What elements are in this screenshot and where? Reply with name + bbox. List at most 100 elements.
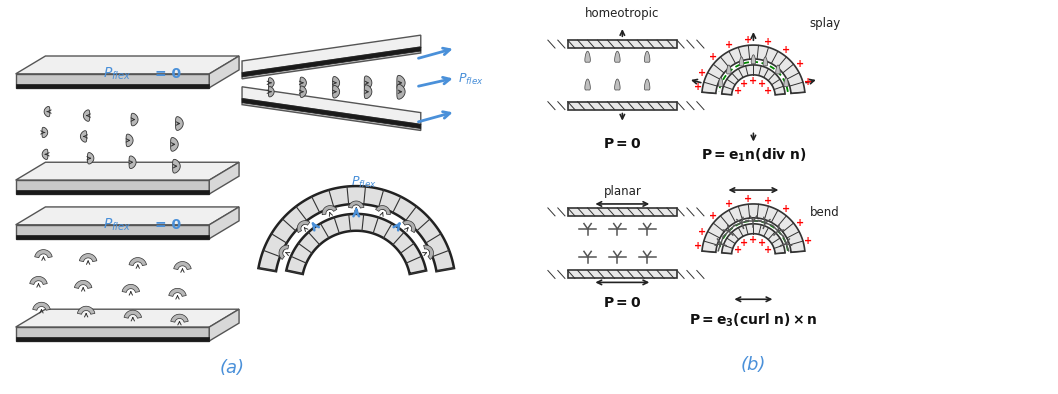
Polygon shape [397, 84, 405, 99]
Polygon shape [168, 288, 186, 296]
Polygon shape [44, 106, 50, 117]
Text: +: + [709, 210, 717, 221]
Polygon shape [16, 190, 209, 194]
Polygon shape [722, 224, 785, 254]
Text: +: + [796, 218, 804, 228]
Polygon shape [364, 85, 371, 98]
Polygon shape [16, 56, 239, 74]
Polygon shape [209, 207, 239, 239]
Text: $\mathit{P}_{flex}$: $\mathit{P}_{flex}$ [103, 217, 131, 233]
Polygon shape [403, 221, 416, 232]
Polygon shape [242, 35, 421, 73]
Text: +: + [764, 37, 772, 47]
Polygon shape [242, 99, 421, 128]
Polygon shape [258, 186, 454, 271]
Polygon shape [585, 51, 590, 62]
Polygon shape [348, 201, 364, 208]
Polygon shape [16, 162, 239, 180]
Polygon shape [279, 245, 289, 260]
Text: +: + [782, 45, 790, 55]
Text: $\mathbf{P = e_3(curl\ n) \times n}$: $\mathbf{P = e_3(curl\ n) \times n}$ [689, 311, 818, 329]
Polygon shape [727, 65, 731, 74]
Text: $\mathit{P}_{flex}$: $\mathit{P}_{flex}$ [103, 66, 131, 82]
Polygon shape [74, 281, 92, 288]
Polygon shape [16, 180, 209, 194]
Polygon shape [42, 127, 48, 138]
Text: splay: splay [809, 17, 840, 30]
Text: homeotropic: homeotropic [585, 7, 659, 20]
Polygon shape [644, 79, 650, 90]
Polygon shape [332, 76, 340, 89]
Polygon shape [209, 162, 239, 194]
Text: +: + [694, 82, 701, 92]
Polygon shape [376, 206, 390, 215]
Polygon shape [174, 262, 191, 269]
Polygon shape [242, 47, 421, 79]
Text: +: + [734, 86, 743, 96]
Polygon shape [77, 306, 95, 314]
Text: +: + [764, 196, 772, 206]
Text: $\mathit{P}_{flex}$: $\mathit{P}_{flex}$ [351, 175, 377, 190]
Text: $\mathbf{P = e_1 n(div\ n)}$: $\mathbf{P = e_1 n(div\ n)}$ [700, 146, 806, 164]
Polygon shape [16, 207, 239, 225]
Polygon shape [269, 87, 274, 97]
Text: +: + [734, 245, 743, 255]
Polygon shape [122, 284, 140, 292]
Text: = 0: = 0 [154, 218, 181, 232]
Polygon shape [16, 337, 209, 341]
Text: +: + [745, 35, 752, 45]
Text: +: + [741, 238, 748, 247]
Text: bend: bend [810, 206, 840, 219]
Polygon shape [16, 327, 209, 341]
Text: $\mathit{P}_{flex}$: $\mathit{P}_{flex}$ [457, 72, 484, 87]
Text: +: + [745, 194, 752, 204]
Polygon shape [170, 138, 178, 151]
Text: +: + [709, 52, 717, 62]
Polygon shape [585, 79, 590, 90]
Polygon shape [209, 309, 239, 341]
Text: +: + [726, 41, 733, 50]
Text: +: + [698, 68, 706, 78]
Polygon shape [242, 47, 421, 77]
Polygon shape [209, 56, 239, 88]
Text: +: + [796, 59, 804, 69]
Polygon shape [300, 86, 307, 97]
Text: +: + [694, 241, 701, 251]
Polygon shape [568, 40, 677, 48]
Text: +: + [764, 86, 772, 96]
Text: +: + [698, 227, 706, 237]
Polygon shape [568, 208, 677, 216]
Polygon shape [269, 78, 274, 88]
Polygon shape [16, 74, 209, 88]
Polygon shape [332, 85, 340, 98]
Polygon shape [751, 55, 755, 64]
Polygon shape [287, 214, 426, 274]
Text: +: + [759, 238, 767, 247]
Text: +: + [726, 199, 733, 209]
Polygon shape [80, 131, 87, 142]
Text: = 0: = 0 [154, 67, 181, 81]
Polygon shape [568, 270, 677, 279]
Polygon shape [126, 134, 133, 147]
Text: +: + [804, 77, 813, 87]
Text: +: + [759, 79, 767, 89]
Text: +: + [749, 235, 758, 245]
Polygon shape [297, 221, 310, 232]
Polygon shape [172, 159, 180, 173]
Polygon shape [176, 117, 183, 130]
Polygon shape [397, 75, 405, 90]
Polygon shape [242, 99, 421, 130]
Polygon shape [79, 254, 97, 262]
Text: planar: planar [603, 185, 641, 198]
Polygon shape [740, 57, 744, 66]
Text: $\mathbf{P = 0}$: $\mathbf{P = 0}$ [603, 296, 641, 310]
Polygon shape [718, 78, 723, 87]
Text: $\mathbf{P = 0}$: $\mathbf{P = 0}$ [603, 138, 641, 151]
Polygon shape [129, 258, 147, 266]
Polygon shape [763, 57, 767, 66]
Polygon shape [16, 235, 209, 239]
Polygon shape [131, 113, 138, 126]
Text: +: + [804, 236, 813, 246]
Polygon shape [124, 310, 142, 318]
Text: +: + [749, 76, 758, 86]
